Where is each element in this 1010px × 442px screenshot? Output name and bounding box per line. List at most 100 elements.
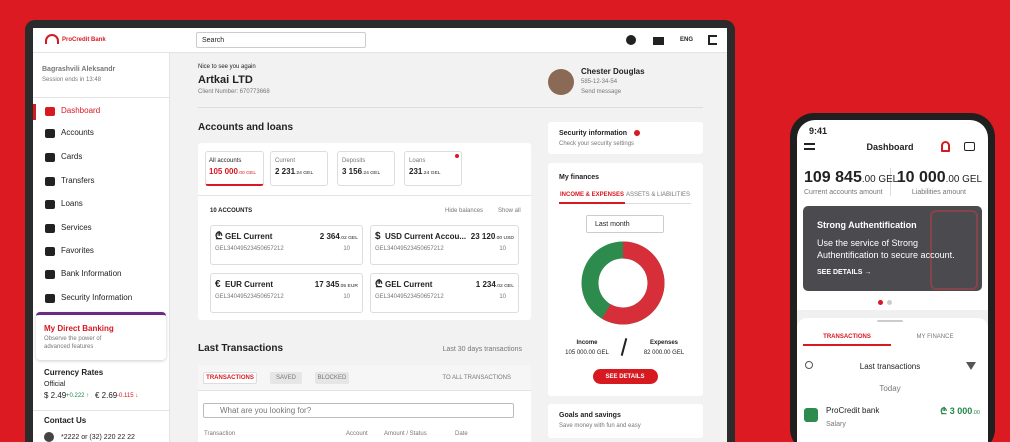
card-subtitle: Check your security settings (559, 141, 635, 147)
search-icon[interactable] (805, 361, 813, 369)
tab-amount-decimals: .24 GEL (295, 171, 314, 176)
hide-balances: Hide balances (445, 208, 484, 214)
contact-title: Contact Us (44, 416, 87, 425)
transaction-amount: ₾ 3 000.00 (940, 407, 980, 417)
balance-label: Liabilities amount (911, 189, 966, 196)
logo-text: ProCredit Bank (62, 37, 106, 43)
help-icon[interactable] (626, 35, 636, 45)
filter-icon[interactable] (966, 362, 976, 370)
goals-card[interactable] (548, 404, 703, 438)
account-name: GEL Current (225, 232, 273, 241)
menu-item[interactable]: Cards (61, 152, 83, 161)
account-amount-amount: 17 345 (314, 280, 340, 289)
tab-amount-decimals: .24 GEL (362, 171, 381, 176)
card-title: My finances (559, 174, 600, 181)
promo-title: My Direct Banking (44, 324, 114, 333)
dot (887, 300, 892, 305)
menu-item[interactable]: Bank Information (61, 269, 122, 278)
currency-icon: ₾ (375, 279, 383, 290)
see-details-button[interactable] (593, 369, 658, 384)
balance-amount-decimals: .00 GEL (945, 174, 982, 185)
transaction-amount-amount: ₾ 3 000 (940, 406, 973, 416)
tab-selected[interactable] (203, 372, 257, 384)
show-all: Show all (498, 208, 521, 214)
currency-icon: € (215, 279, 221, 290)
eur-change: -0.115 ↓ (117, 393, 139, 399)
menu-icon (45, 153, 55, 162)
account-amount-decimals: .00 USD (495, 236, 514, 241)
column-header: Transaction (204, 431, 236, 437)
mail-icon[interactable] (653, 37, 664, 45)
bell-icon[interactable] (941, 141, 950, 152)
promo-box[interactable] (36, 312, 166, 360)
tab-line (625, 203, 691, 204)
balance-amount: 10 000.00 GEL (897, 170, 982, 186)
active-marker (33, 104, 36, 120)
tab-label: Current (275, 158, 296, 164)
divider (33, 97, 170, 98)
tab-underline (559, 202, 625, 204)
tab[interactable] (270, 372, 302, 384)
chat-icon[interactable] (964, 142, 975, 151)
donut-expenses (581, 241, 665, 325)
menu-icon[interactable] (804, 143, 815, 150)
tab-label: INCOME & EXPENSES (559, 192, 625, 198)
status-time: 9:41 (809, 126, 828, 136)
finances-card (548, 163, 703, 396)
send-message: Send message (581, 89, 622, 95)
tab[interactable] (315, 372, 349, 384)
column-header: Account (346, 431, 368, 437)
menu-item[interactable]: Services (61, 223, 92, 232)
day-label: Today (879, 384, 901, 393)
tab-label: SAVED (276, 375, 296, 381)
menu-icon (45, 129, 55, 138)
security-card[interactable] (548, 122, 703, 154)
alert-dot (634, 130, 640, 136)
user-name: Chester Douglas (581, 67, 645, 76)
tab-amount: 105 000.00 GEL (209, 168, 256, 177)
account-card[interactable] (210, 273, 363, 313)
menu-item[interactable]: Loans (61, 199, 83, 208)
balance-amount-decimals: .00 GEL (861, 174, 899, 185)
sheet (797, 318, 988, 442)
income-label: Income (576, 340, 598, 346)
banner[interactable] (803, 206, 982, 291)
account-amount-amount: 2 364 (319, 232, 340, 241)
card-title: Security information (559, 130, 628, 137)
menu-item[interactable]: Dashboard (61, 106, 101, 115)
tab-amount-decimals: .00 GEL (237, 171, 257, 176)
tab[interactable] (270, 151, 328, 186)
card-title: Goals and savings (559, 412, 621, 419)
transaction-category: Salary (826, 421, 846, 428)
account-name: USD Current Accou... (385, 232, 467, 241)
menu-icon (45, 177, 55, 186)
menu-icon (45, 294, 55, 303)
period-select[interactable] (586, 215, 664, 233)
currency-icon: $ (375, 231, 381, 242)
menu-item[interactable]: Security Information (61, 293, 133, 302)
account-card[interactable] (370, 273, 519, 313)
tab-amount-decimals: .24 GEL (422, 171, 441, 176)
tab-amount: 3 156.24 GEL (342, 168, 380, 177)
user-phone: 585-12-34-54 (581, 79, 618, 85)
logout-icon[interactable] (708, 35, 717, 45)
search-input[interactable] (203, 403, 514, 418)
account-iban: GEL34049523450657212 (215, 294, 284, 300)
tab-selected[interactable] (205, 151, 264, 186)
period: Last 30 days transactions (442, 346, 522, 353)
account-amount: 1 234.02 GEL (476, 281, 514, 290)
menu-item[interactable]: Accounts (61, 128, 94, 137)
tab[interactable] (404, 151, 462, 186)
company: Artkai LTD (198, 74, 253, 86)
transaction-name: ProCredit bank (826, 406, 880, 415)
search-input[interactable] (196, 32, 366, 48)
account-amount: 2 364.02 GEL (320, 233, 358, 242)
menu-item[interactable]: Favorites (61, 246, 94, 255)
account-card[interactable] (210, 225, 363, 265)
account-name: GEL Current (385, 280, 433, 289)
tab-amount-amount: 2 231 (275, 167, 296, 176)
menu-item[interactable]: Transfers (61, 176, 95, 185)
account-card[interactable] (370, 225, 519, 265)
dot-active (878, 300, 883, 305)
tab[interactable] (337, 151, 395, 186)
